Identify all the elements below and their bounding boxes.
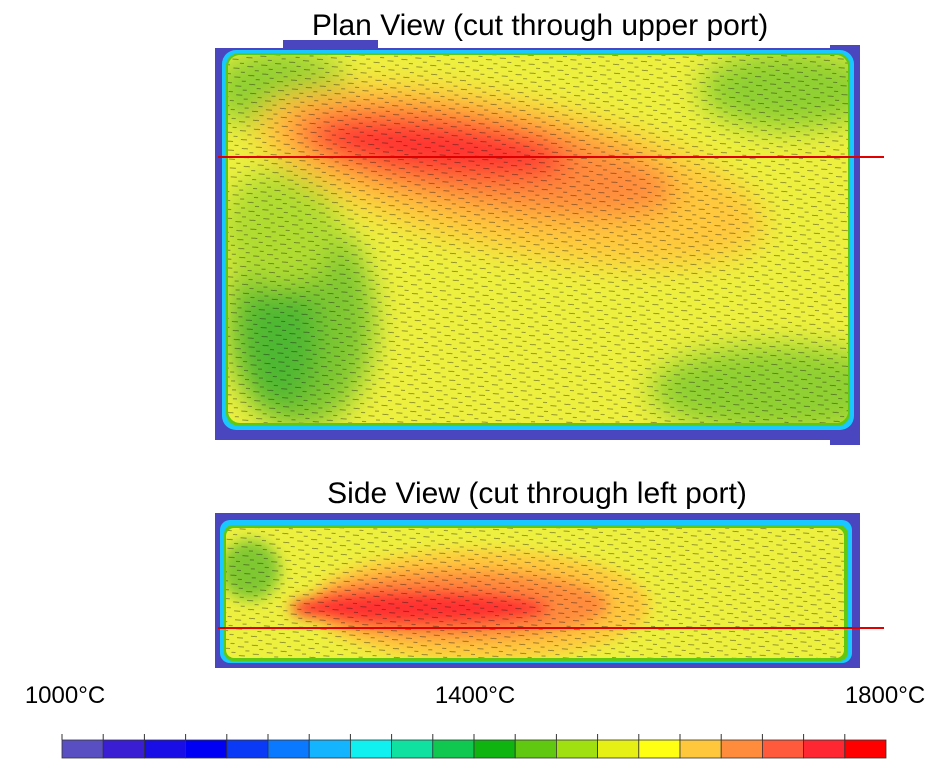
colorbar-segment	[433, 740, 474, 758]
colorbar	[62, 734, 886, 758]
colorbar-segment	[680, 740, 721, 758]
colorbar-segment	[144, 740, 185, 758]
colorbar-segment	[762, 740, 803, 758]
colorbar-segment	[309, 740, 350, 758]
plan-view	[210, 40, 910, 445]
colorbar-label: 1800°C	[845, 682, 925, 709]
colorbar-segment	[103, 740, 144, 758]
colorbar-segment	[639, 740, 680, 758]
colorbar-segment	[268, 740, 309, 758]
colorbar-segment	[515, 740, 556, 758]
colorbar-segment	[186, 740, 227, 758]
colorbar-segment	[598, 740, 639, 758]
side-title: Side View (cut through left port)	[327, 477, 747, 510]
colorbar-segment	[62, 740, 103, 758]
colorbar-segment	[556, 740, 597, 758]
colorbar-segment	[804, 740, 845, 758]
colorbar-segment	[474, 740, 515, 758]
colorbar-segment	[845, 740, 886, 758]
plan-title: Plan View (cut through upper port)	[312, 9, 768, 42]
side-view	[215, 513, 884, 668]
figure: Plan View (cut through upper port) Side …	[0, 0, 938, 759]
colorbar-label: 1000°C	[25, 682, 105, 709]
colorbar-segment	[721, 740, 762, 758]
colorbar-segment	[392, 740, 433, 758]
colorbar-segment	[227, 740, 268, 758]
colorbar-segment	[350, 740, 391, 758]
colorbar-label: 1400°C	[435, 682, 515, 709]
